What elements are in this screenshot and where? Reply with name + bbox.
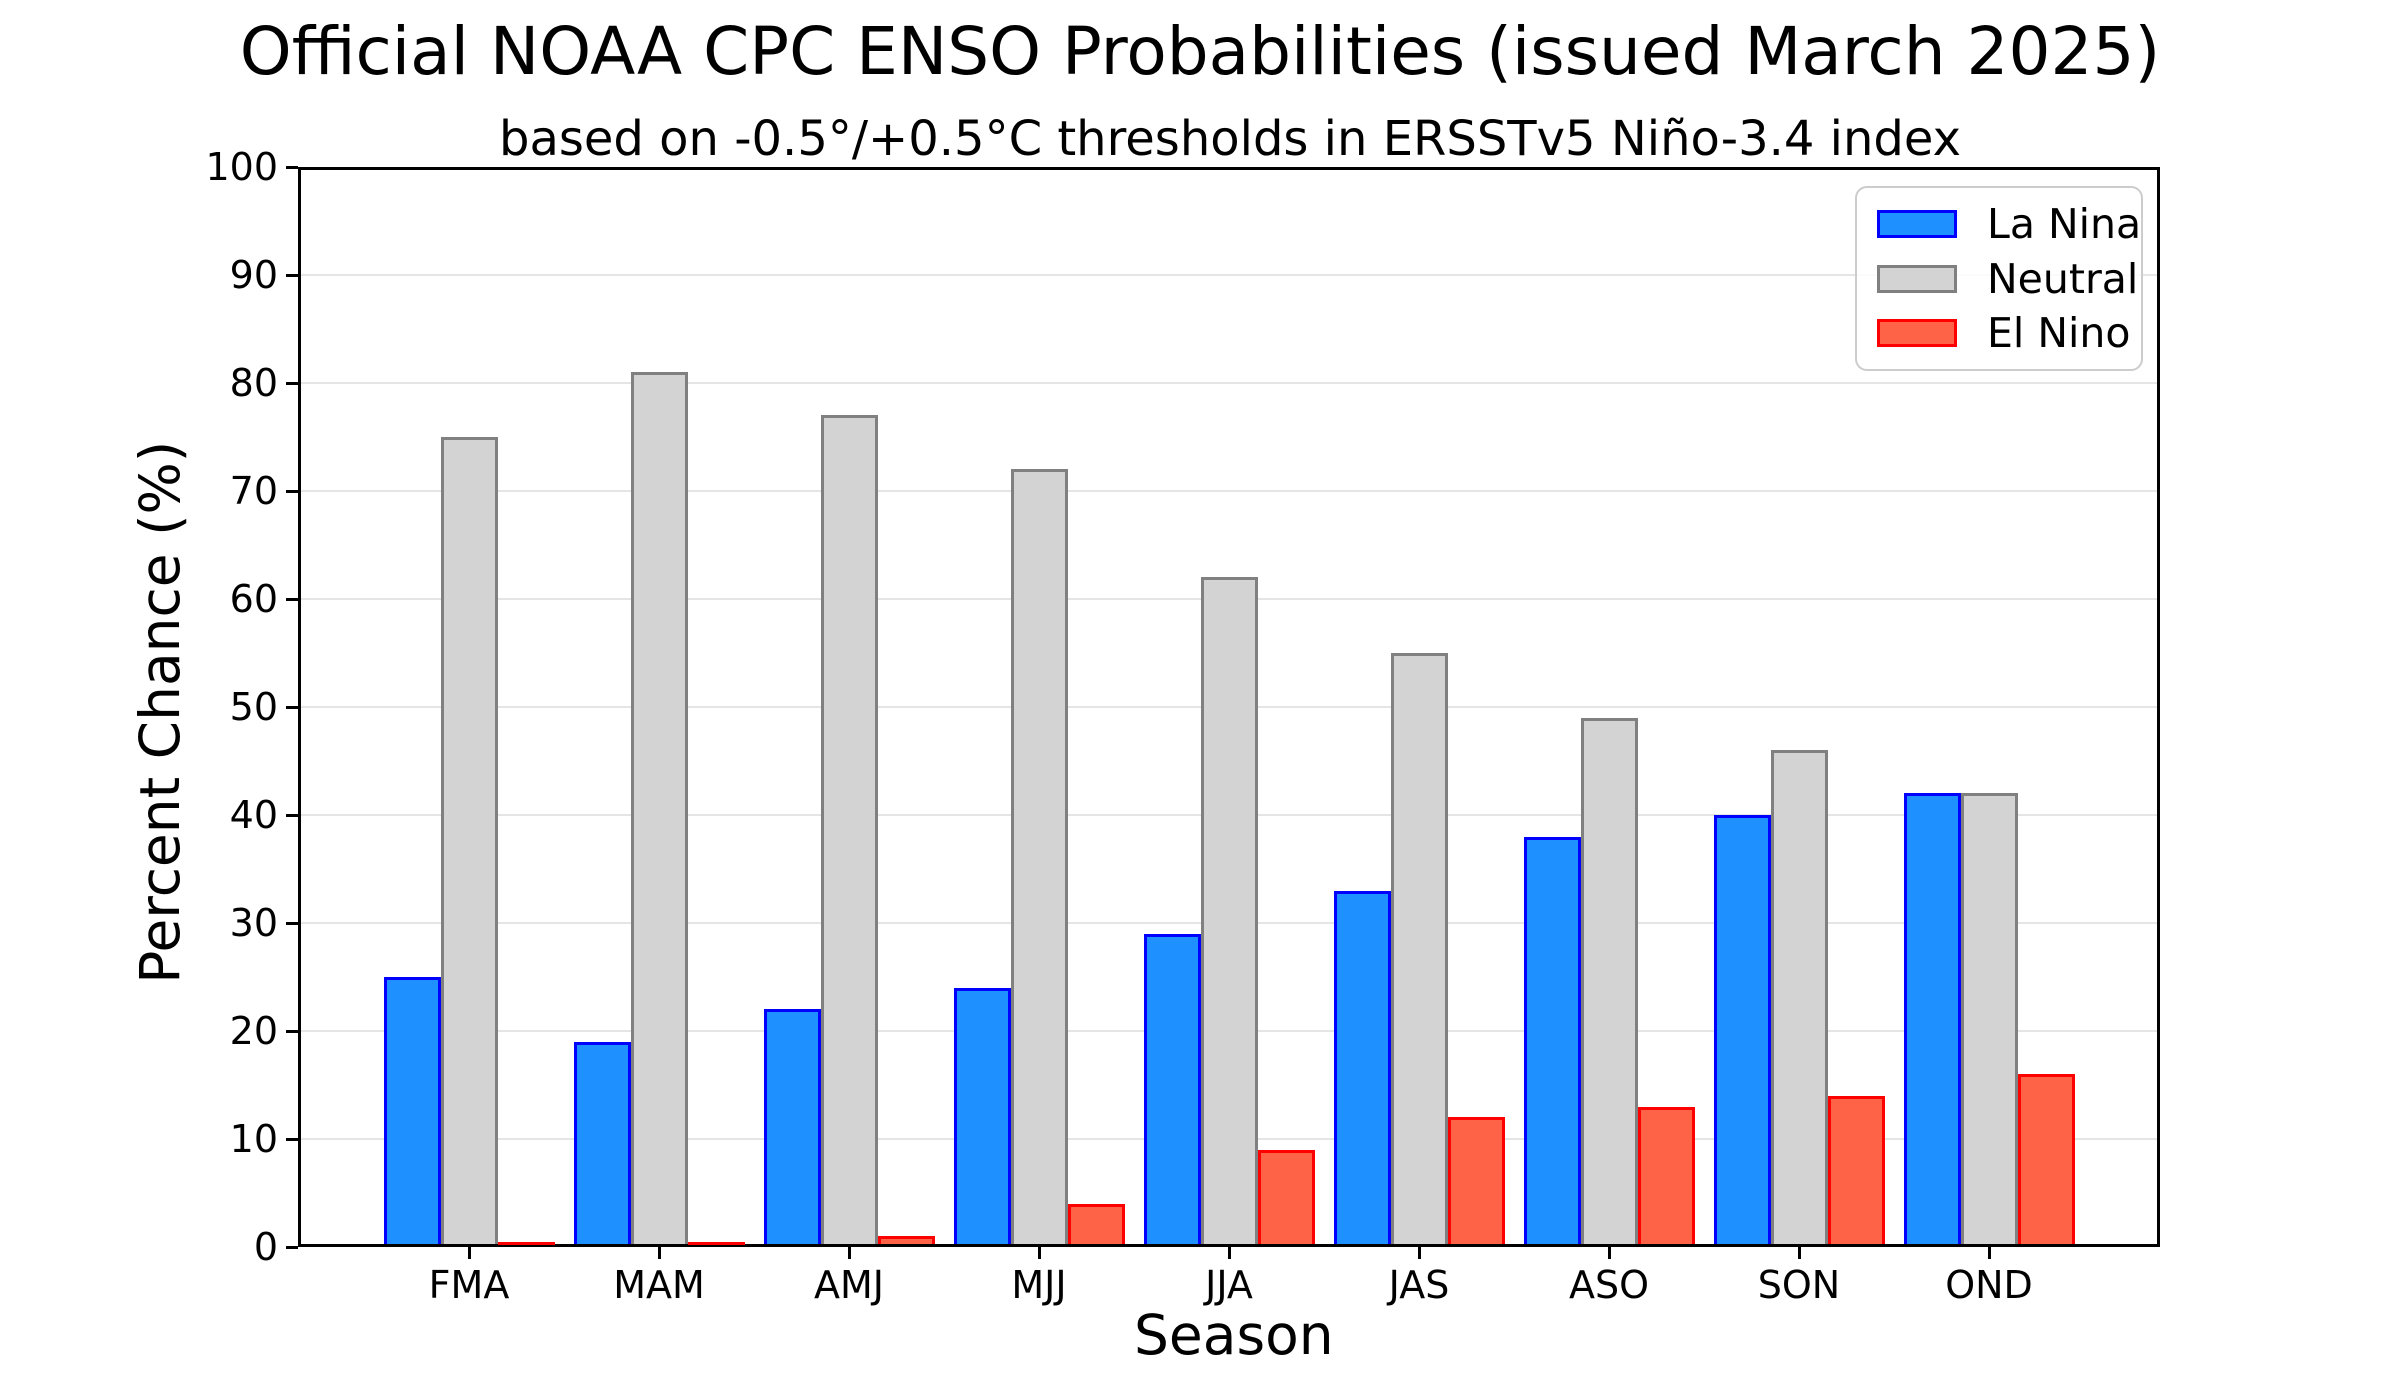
y-tick-10	[286, 1137, 298, 1141]
legend-label-neutral: Neutral	[1987, 254, 2139, 303]
legend-label-el-nino: El Nino	[1987, 309, 2131, 357]
y-tick-label-40: 40	[229, 793, 278, 837]
bar-el-nino-JJA	[1257, 1150, 1315, 1247]
x-tick-MJJ	[1037, 1247, 1041, 1259]
legend-item-neutral: Neutral	[1877, 258, 2138, 300]
bar-el-nino-OND	[2017, 1074, 2075, 1247]
y-axis-label: Percent Chance (%)	[127, 440, 192, 984]
y-tick-label-50: 50	[229, 685, 278, 729]
legend-item-el-nino: El Nino	[1877, 312, 2130, 354]
x-tick-SON	[1797, 1247, 1801, 1259]
chart-subtitle: based on -0.5°/+0.5°C thresholds in ERSS…	[499, 111, 1961, 167]
x-tick-JJA	[1227, 1247, 1231, 1259]
y-tick-label-20: 20	[229, 1009, 278, 1053]
x-tick-FMA	[467, 1247, 471, 1259]
y-tick-70	[286, 489, 298, 493]
bar-el-nino-MJJ	[1067, 1204, 1125, 1247]
y-tick-30	[286, 921, 298, 925]
bar-la-nina-FMA	[383, 977, 441, 1247]
y-tick-40	[286, 813, 298, 817]
legend: La Nina Neutral El Nino	[1855, 186, 2143, 371]
y-tick-label-0: 0	[253, 1225, 278, 1269]
bar-neutral-JAS	[1390, 653, 1448, 1247]
bar-neutral-SON	[1770, 750, 1828, 1247]
y-tick-label-100: 100	[205, 145, 278, 189]
la-nina-swatch	[1877, 210, 1957, 238]
x-axis-label: Season	[1134, 1303, 1334, 1367]
bar-el-nino-ASO	[1637, 1107, 1695, 1247]
bar-la-nina-OND	[1903, 793, 1961, 1247]
bar-la-nina-JJA	[1143, 934, 1201, 1247]
bar-el-nino-JAS	[1447, 1117, 1505, 1247]
y-tick-0	[286, 1245, 298, 1249]
plot-area	[298, 167, 2160, 1247]
x-tick-label-JJA: JJA	[1205, 1263, 1253, 1307]
bar-el-nino-FMA	[497, 1242, 555, 1245]
bar-la-nina-MAM	[573, 1042, 631, 1247]
bar-neutral-AMJ	[820, 415, 878, 1247]
y-tick-100	[286, 165, 298, 169]
bar-la-nina-JAS	[1333, 891, 1391, 1247]
chart-title: Official NOAA CPC ENSO Probabilities (is…	[239, 13, 2161, 90]
y-tick-60	[286, 597, 298, 601]
el-nino-swatch	[1877, 319, 1957, 347]
y-tick-80	[286, 381, 298, 385]
y-tick-label-70: 70	[229, 469, 278, 513]
bar-la-nina-ASO	[1523, 837, 1581, 1247]
y-tick-50	[286, 705, 298, 709]
y-tick-label-10: 10	[229, 1117, 278, 1161]
bar-neutral-MJJ	[1010, 469, 1068, 1247]
neutral-swatch	[1877, 264, 1957, 293]
x-tick-label-MJJ: MJJ	[1011, 1263, 1067, 1307]
bar-la-nina-AMJ	[763, 1009, 821, 1247]
gridline-80	[298, 382, 2160, 384]
y-tick-label-30: 30	[229, 901, 278, 945]
bar-neutral-FMA	[440, 437, 498, 1247]
bar-el-nino-AMJ	[877, 1236, 935, 1247]
bar-neutral-MAM	[630, 372, 688, 1247]
x-tick-JAS	[1417, 1247, 1421, 1259]
bar-el-nino-MAM	[687, 1242, 745, 1245]
bar-neutral-ASO	[1580, 718, 1638, 1247]
bar-neutral-OND	[1960, 793, 2018, 1247]
x-tick-label-AMJ: AMJ	[814, 1263, 884, 1307]
legend-label-la-nina: La Nina	[1987, 200, 2142, 248]
x-tick-label-SON: SON	[1757, 1263, 1841, 1307]
x-tick-label-FMA: FMA	[428, 1263, 510, 1307]
x-tick-label-JAS: JAS	[1388, 1263, 1450, 1307]
y-tick-label-90: 90	[229, 253, 278, 297]
x-tick-label-MAM: MAM	[613, 1263, 705, 1307]
y-tick-90	[286, 273, 298, 277]
x-tick-OND	[1987, 1247, 1991, 1259]
bar-la-nina-SON	[1713, 815, 1771, 1247]
x-tick-ASO	[1607, 1247, 1611, 1259]
y-tick-20	[286, 1029, 298, 1033]
legend-item-la-nina: La Nina	[1877, 203, 2141, 245]
x-tick-label-OND: OND	[1945, 1263, 2033, 1307]
bar-el-nino-SON	[1827, 1096, 1885, 1247]
bar-neutral-JJA	[1200, 577, 1258, 1247]
gridline-70	[298, 490, 2160, 492]
x-tick-AMJ	[847, 1247, 851, 1259]
x-tick-label-ASO: ASO	[1568, 1263, 1650, 1307]
x-tick-MAM	[657, 1247, 661, 1259]
y-tick-label-80: 80	[229, 361, 278, 405]
bar-la-nina-MJJ	[953, 988, 1011, 1247]
y-tick-label-60: 60	[229, 577, 278, 621]
gridline-90	[298, 274, 2160, 276]
